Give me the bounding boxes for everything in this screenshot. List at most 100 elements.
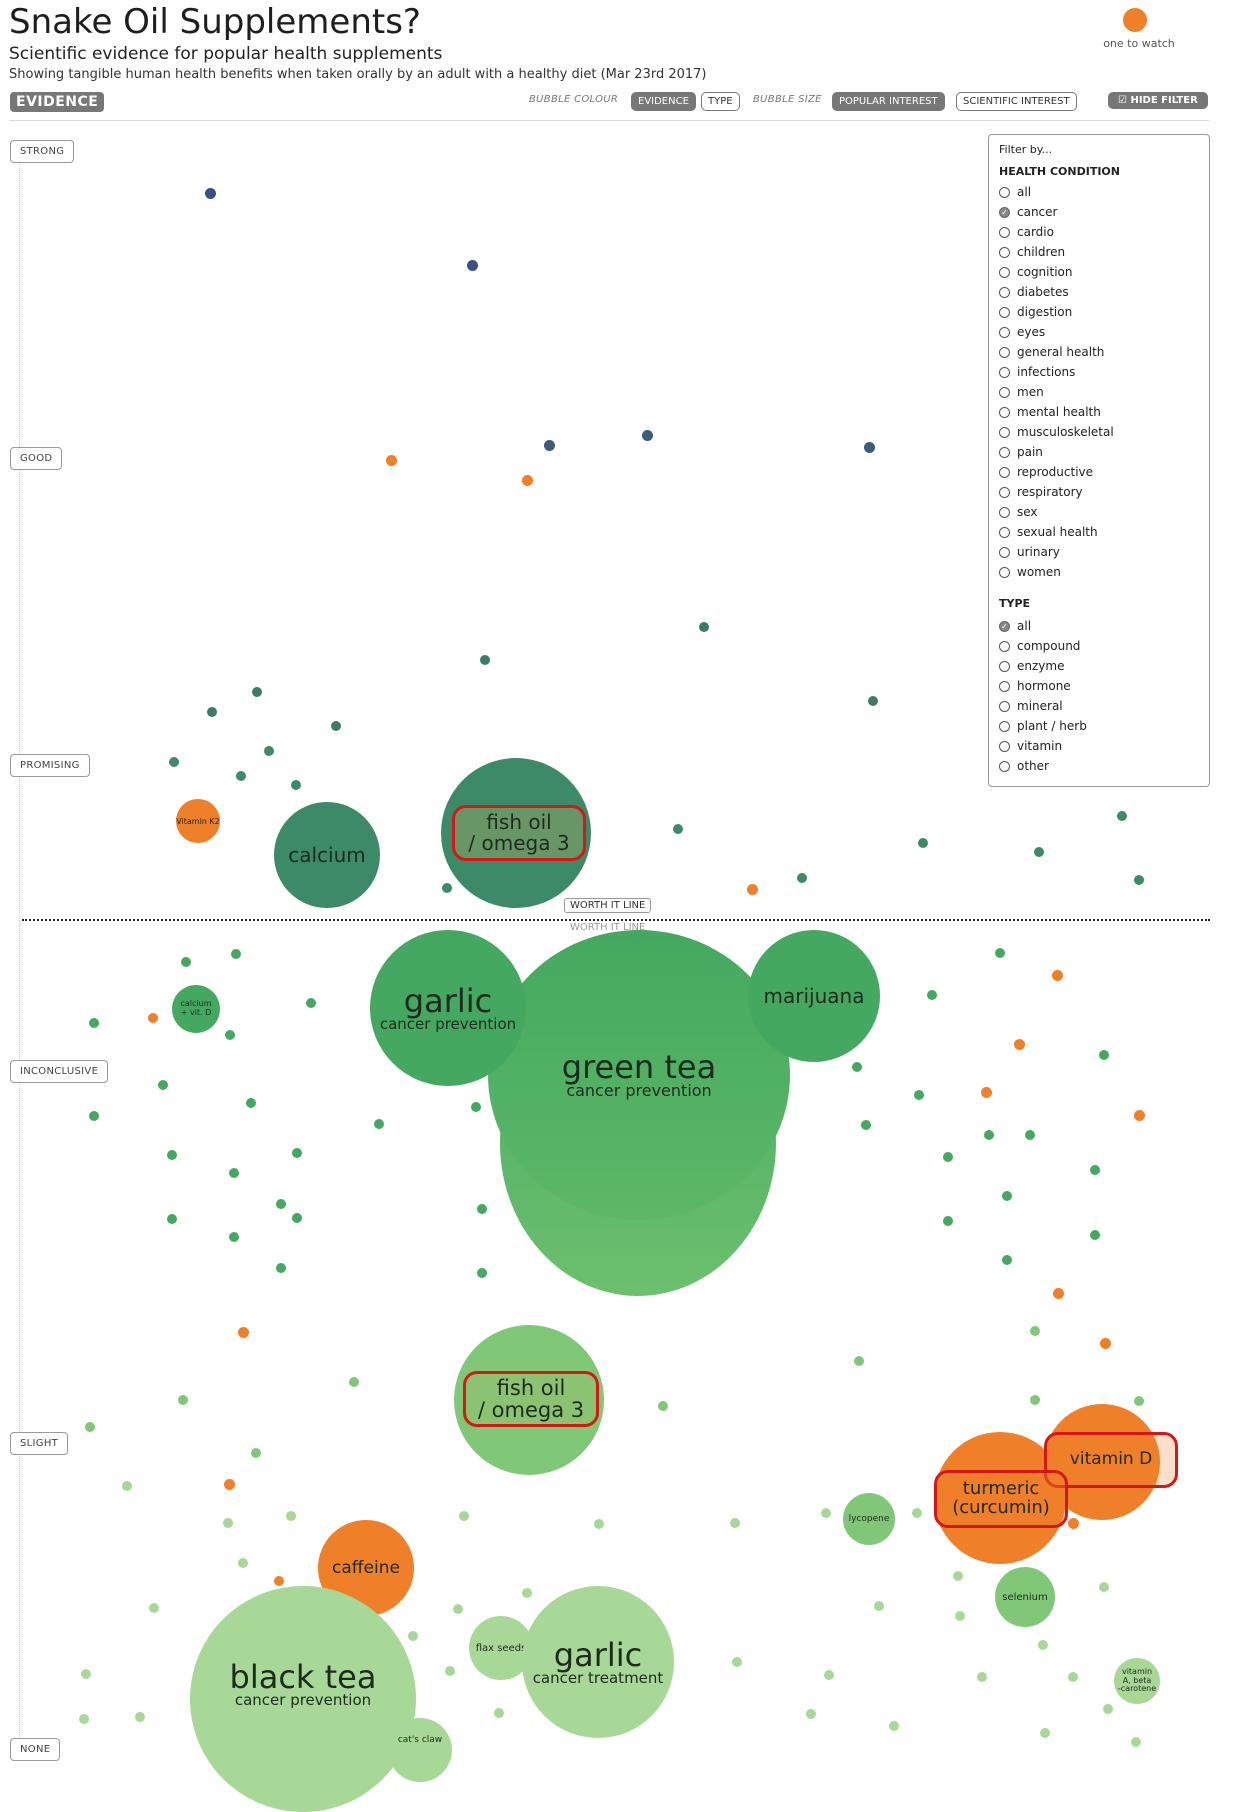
health-condition-option[interactable]: children bbox=[999, 245, 1065, 259]
supplement-dot[interactable] bbox=[274, 1576, 284, 1586]
supplement-dot[interactable] bbox=[732, 1657, 742, 1667]
supplement-dot[interactable] bbox=[459, 1511, 469, 1521]
bubble-cats-claw[interactable]: cat's claw bbox=[388, 1718, 452, 1782]
supplement-dot[interactable] bbox=[1068, 1518, 1079, 1529]
supplement-dot[interactable] bbox=[148, 1013, 158, 1023]
radio-icon[interactable] bbox=[999, 720, 1010, 732]
health-condition-option[interactable]: mental health bbox=[999, 405, 1101, 419]
type-option[interactable]: ✓ all bbox=[999, 619, 1031, 633]
type-option[interactable]: enzyme bbox=[999, 659, 1064, 673]
radio-icon[interactable] bbox=[999, 566, 1010, 578]
radio-icon[interactable] bbox=[999, 186, 1010, 198]
bubble-garlic-prevention[interactable]: garlic cancer prevention bbox=[370, 930, 526, 1086]
supplement-dot[interactable] bbox=[1090, 1230, 1100, 1240]
bubble-calcium-vit-d[interactable]: calcium + vit. D bbox=[172, 985, 220, 1033]
radio-icon[interactable] bbox=[999, 546, 1010, 558]
supplement-dot[interactable] bbox=[276, 1199, 286, 1209]
highlight-turmeric[interactable]: turmeric (curcumin) bbox=[934, 1470, 1068, 1528]
supplement-dot[interactable] bbox=[442, 883, 452, 893]
supplement-dot[interactable] bbox=[207, 707, 217, 717]
bubble-calcium[interactable]: calcium bbox=[274, 802, 380, 908]
supplement-dot[interactable] bbox=[306, 998, 316, 1008]
health-condition-option[interactable]: cardio bbox=[999, 225, 1054, 239]
supplement-dot[interactable] bbox=[89, 1018, 99, 1028]
size-popular-interest-button[interactable]: POPULAR INTEREST bbox=[832, 92, 945, 111]
health-condition-option[interactable]: respiratory bbox=[999, 485, 1083, 499]
supplement-dot[interactable] bbox=[292, 1213, 302, 1223]
health-condition-option[interactable]: women bbox=[999, 565, 1061, 579]
supplement-dot[interactable] bbox=[167, 1214, 177, 1224]
supplement-dot[interactable] bbox=[1030, 1395, 1040, 1405]
supplement-dot[interactable] bbox=[349, 1377, 359, 1387]
radio-icon[interactable] bbox=[999, 700, 1010, 712]
supplement-dot[interactable] bbox=[1025, 1130, 1035, 1140]
radio-icon[interactable] bbox=[999, 386, 1010, 398]
supplement-dot[interactable] bbox=[1134, 1396, 1144, 1406]
supplement-dot[interactable] bbox=[331, 721, 341, 731]
radio-icon[interactable] bbox=[999, 306, 1010, 318]
supplement-dot[interactable] bbox=[149, 1603, 159, 1613]
supplement-dot[interactable] bbox=[374, 1119, 384, 1129]
supplement-dot[interactable] bbox=[167, 1150, 177, 1160]
supplement-dot[interactable] bbox=[874, 1601, 884, 1611]
radio-icon[interactable] bbox=[999, 346, 1010, 358]
health-condition-option[interactable]: reproductive bbox=[999, 465, 1093, 479]
supplement-dot[interactable] bbox=[522, 1588, 532, 1598]
health-condition-option[interactable]: sexual health bbox=[999, 525, 1098, 539]
type-option[interactable]: other bbox=[999, 759, 1049, 773]
radio-icon[interactable] bbox=[999, 466, 1010, 478]
supplement-dot[interactable] bbox=[445, 1666, 455, 1676]
supplement-dot[interactable] bbox=[225, 1030, 235, 1040]
radio-icon[interactable] bbox=[999, 286, 1010, 298]
supplement-dot[interactable] bbox=[291, 780, 301, 790]
supplement-dot[interactable] bbox=[238, 1327, 249, 1338]
supplement-dot[interactable] bbox=[1099, 1050, 1109, 1060]
supplement-dot[interactable] bbox=[889, 1721, 899, 1731]
supplement-dot[interactable] bbox=[477, 1268, 487, 1278]
highlight-fish-oil-promising[interactable]: fish oil / omega 3 bbox=[452, 805, 586, 861]
radio-checked-icon[interactable]: ✓ bbox=[999, 620, 1010, 632]
colour-evidence-button[interactable]: EVIDENCE bbox=[631, 92, 696, 111]
supplement-dot[interactable] bbox=[953, 1571, 963, 1581]
supplement-dot[interactable] bbox=[252, 687, 262, 697]
supplement-dot[interactable] bbox=[673, 824, 683, 834]
radio-icon[interactable] bbox=[999, 406, 1010, 418]
supplement-dot[interactable] bbox=[1053, 1288, 1064, 1299]
supplement-dot[interactable] bbox=[1090, 1165, 1100, 1175]
supplement-dot[interactable] bbox=[453, 1604, 463, 1614]
radio-icon[interactable] bbox=[999, 526, 1010, 538]
radio-icon[interactable] bbox=[999, 446, 1010, 458]
supplement-dot[interactable] bbox=[1100, 1338, 1111, 1349]
supplement-dot[interactable] bbox=[1014, 1039, 1025, 1050]
health-condition-option[interactable]: urinary bbox=[999, 545, 1060, 559]
supplement-dot[interactable] bbox=[1134, 1110, 1145, 1121]
bubble-green-tea[interactable]: green tea cancer prevention bbox=[488, 930, 790, 1220]
supplement-dot[interactable] bbox=[522, 475, 533, 486]
supplement-dot[interactable] bbox=[1002, 1255, 1012, 1265]
supplement-dot[interactable] bbox=[984, 1130, 994, 1140]
supplement-dot[interactable] bbox=[471, 1102, 481, 1112]
supplement-dot[interactable] bbox=[927, 990, 937, 1000]
supplement-dot[interactable] bbox=[918, 838, 928, 848]
supplement-dot[interactable] bbox=[467, 260, 478, 271]
supplement-dot[interactable] bbox=[854, 1356, 864, 1366]
supplement-dot[interactable] bbox=[178, 1395, 188, 1405]
supplement-dot[interactable] bbox=[251, 1448, 261, 1458]
supplement-dot[interactable] bbox=[1038, 1640, 1048, 1650]
radio-icon[interactable] bbox=[999, 740, 1010, 752]
supplement-dot[interactable] bbox=[642, 430, 653, 441]
supplement-dot[interactable] bbox=[730, 1518, 740, 1528]
supplement-dot[interactable] bbox=[122, 1481, 132, 1491]
supplement-dot[interactable] bbox=[477, 1204, 487, 1214]
supplement-dot[interactable] bbox=[408, 1631, 418, 1641]
supplement-dot[interactable] bbox=[231, 949, 241, 959]
type-option[interactable]: plant / herb bbox=[999, 719, 1087, 733]
radio-icon[interactable] bbox=[999, 366, 1010, 378]
supplement-dot[interactable] bbox=[699, 622, 709, 632]
supplement-dot[interactable] bbox=[229, 1232, 239, 1242]
supplement-dot[interactable] bbox=[1040, 1728, 1050, 1738]
supplement-dot[interactable] bbox=[494, 1708, 504, 1718]
supplement-dot[interactable] bbox=[1134, 875, 1144, 885]
radio-icon[interactable] bbox=[999, 640, 1010, 652]
bubble-selenium[interactable]: selenium bbox=[995, 1567, 1055, 1627]
